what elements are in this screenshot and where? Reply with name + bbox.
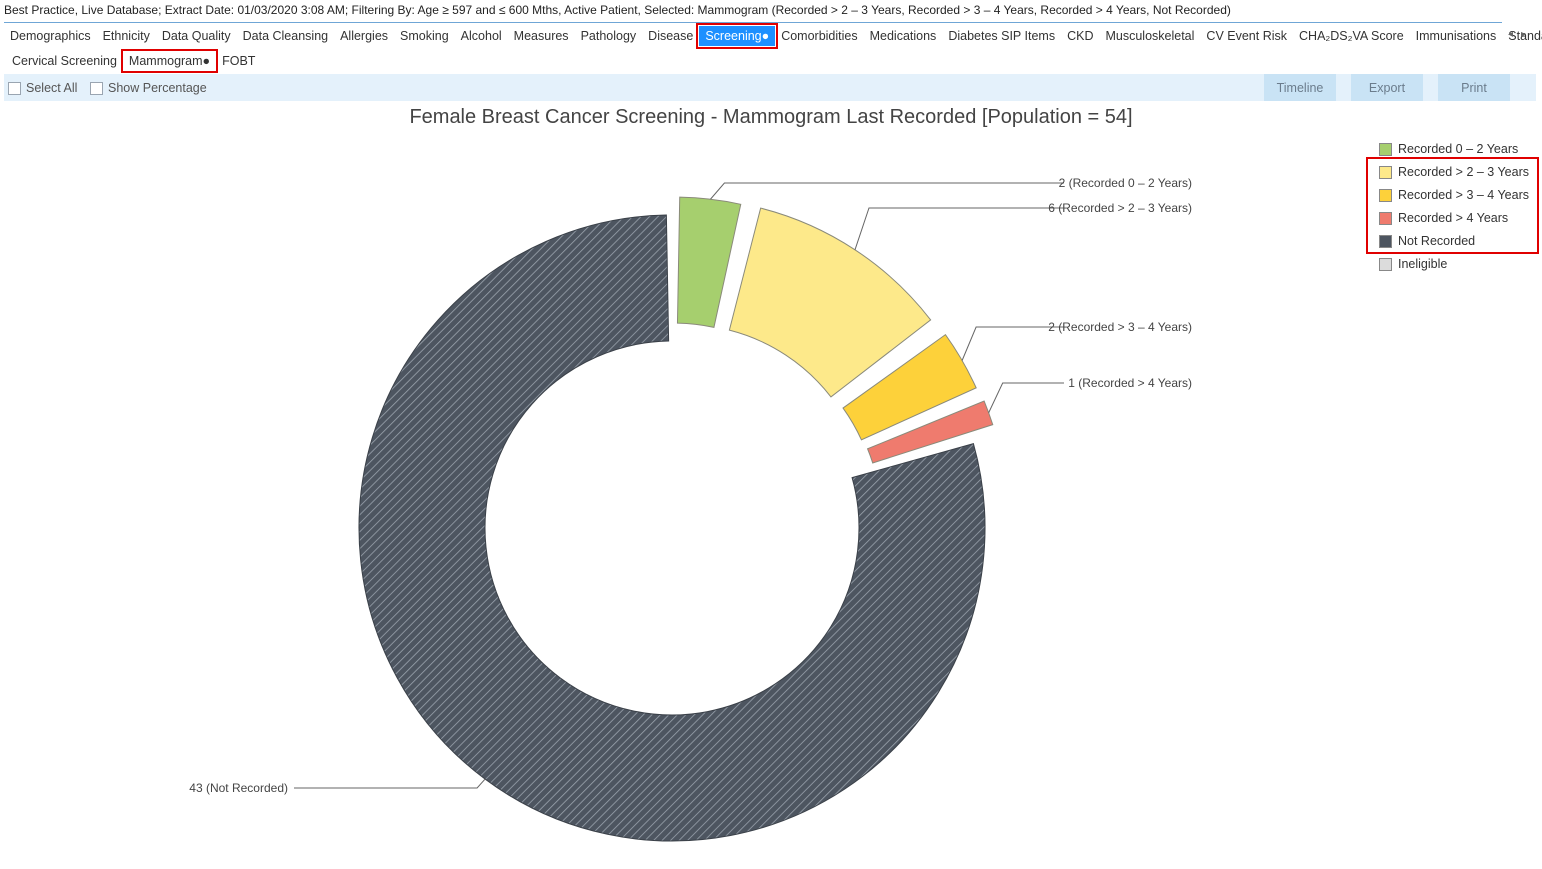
legend-swatch — [1379, 234, 1392, 248]
checkbox-icon — [90, 81, 103, 95]
legend-selection-highlight — [1366, 157, 1539, 254]
legend-swatch — [1379, 165, 1392, 179]
scroll-left-icon[interactable]: ◂ — [1508, 29, 1514, 40]
main-tab-0[interactable]: Demographics — [10, 29, 91, 43]
toolbar: Select All Show Percentage Timeline Expo… — [4, 74, 1536, 101]
sub-tab-0[interactable]: Cervical Screening — [12, 54, 117, 68]
legend-label: Recorded 0 – 2 Years — [1398, 142, 1519, 156]
main-tab-8[interactable]: Pathology — [580, 29, 637, 43]
show-percentage-checkbox[interactable]: Show Percentage — [90, 81, 207, 95]
donut-slice[interactable] — [866, 400, 994, 464]
main-tab-19[interactable]: Standard R — [1508, 29, 1542, 43]
slice-data-label: 43 (Not Recorded) — [189, 781, 288, 795]
leader-line — [988, 382, 1064, 413]
leader-line — [961, 326, 1064, 361]
main-tab-7[interactable]: Measures — [513, 29, 569, 43]
main-tab-1[interactable]: Ethnicity — [102, 29, 150, 43]
legend-item[interactable]: Ineligible — [1379, 257, 1447, 271]
legend-swatch — [1379, 142, 1392, 156]
legend-item[interactable]: Recorded 0 – 2 Years — [1379, 142, 1518, 156]
tab-scroll-arrows: ◂ ▸ — [1508, 29, 1534, 40]
main-tab-3[interactable]: Data Cleansing — [242, 29, 329, 43]
legend-label: Ineligible — [1398, 257, 1448, 271]
legend-label: Recorded > 3 – 4 Years — [1398, 188, 1529, 202]
donut-slice[interactable] — [358, 214, 986, 842]
checkbox-icon — [8, 81, 21, 95]
select-all-label: Select All — [26, 81, 78, 95]
status-divider — [4, 22, 1502, 23]
slice-data-label: 2 (Recorded 0 – 2 Years) — [1059, 176, 1192, 190]
main-tab-10[interactable]: Screening● — [696, 23, 779, 49]
main-tab-18[interactable]: Immunisations — [1415, 29, 1497, 43]
leader-line — [710, 182, 1064, 200]
sub-tab-bar: Cervical Screening Mammogram● FOBT — [6, 49, 261, 73]
donut-slice[interactable] — [676, 196, 742, 329]
slice-data-label: 6 (Recorded > 2 – 3 Years) — [1048, 201, 1192, 215]
legend-item[interactable]: Recorded > 2 – 3 Years — [1379, 165, 1529, 179]
legend-label: Not Recorded — [1398, 234, 1476, 248]
sub-tab-2[interactable]: FOBT — [222, 54, 256, 68]
legend-item[interactable]: Recorded > 4 Years — [1379, 211, 1508, 225]
export-button[interactable]: Export — [1351, 74, 1423, 101]
donut-slice[interactable] — [728, 207, 932, 398]
main-tab-bar: Demographics Ethnicity Data Quality Data Cl… — [4, 23, 1542, 49]
main-tab-13[interactable]: Diabetes SIP Items — [948, 29, 1056, 43]
legend-item[interactable]: Not Recorded — [1379, 234, 1475, 248]
leader-line — [294, 778, 486, 789]
main-tab-9[interactable]: Disease — [648, 29, 694, 43]
show-percentage-label: Show Percentage — [108, 81, 207, 95]
legend-swatch — [1379, 188, 1392, 202]
status-line: Best Practice, Live Database; Extract Da… — [4, 3, 1231, 17]
legend-item[interactable]: Recorded > 3 – 4 Years — [1379, 188, 1529, 202]
main-tab-5[interactable]: Smoking — [400, 29, 449, 43]
donut-slice[interactable] — [842, 333, 977, 441]
main-tab-17[interactable]: CHA₂DS₂VA Score — [1299, 29, 1404, 43]
slice-data-label: 2 (Recorded > 3 – 4 Years) — [1048, 320, 1192, 334]
main-tab-15[interactable]: Musculoskeletal — [1105, 29, 1195, 43]
leader-line — [854, 207, 1064, 250]
main-tab-14[interactable]: CKD — [1067, 29, 1094, 43]
sub-tab-1[interactable]: Mammogram● — [120, 49, 219, 73]
main-tab-16[interactable]: CV Event Risk — [1206, 29, 1288, 43]
select-all-checkbox[interactable]: Select All — [8, 81, 77, 95]
legend-swatch — [1379, 257, 1392, 271]
main-tab-4[interactable]: Allergies — [340, 29, 389, 43]
legend-swatch — [1379, 211, 1392, 225]
main-tab-2[interactable]: Data Quality — [161, 29, 231, 43]
chart-title: Female Breast Cancer Screening - Mammogr… — [409, 106, 1133, 128]
legend-label: Recorded > 2 – 3 Years — [1398, 165, 1529, 179]
timeline-button[interactable]: Timeline — [1264, 74, 1336, 101]
slice-data-label: 1 (Recorded > 4 Years) — [1068, 376, 1192, 390]
main-tab-6[interactable]: Alcohol — [460, 29, 502, 43]
scroll-right-icon[interactable]: ▸ — [1521, 29, 1527, 40]
print-button[interactable]: Print — [1438, 74, 1510, 101]
main-tab-11[interactable]: Comorbidities — [781, 29, 858, 43]
main-tab-12[interactable]: Medications — [869, 29, 937, 43]
legend-label: Recorded > 4 Years — [1398, 211, 1509, 225]
